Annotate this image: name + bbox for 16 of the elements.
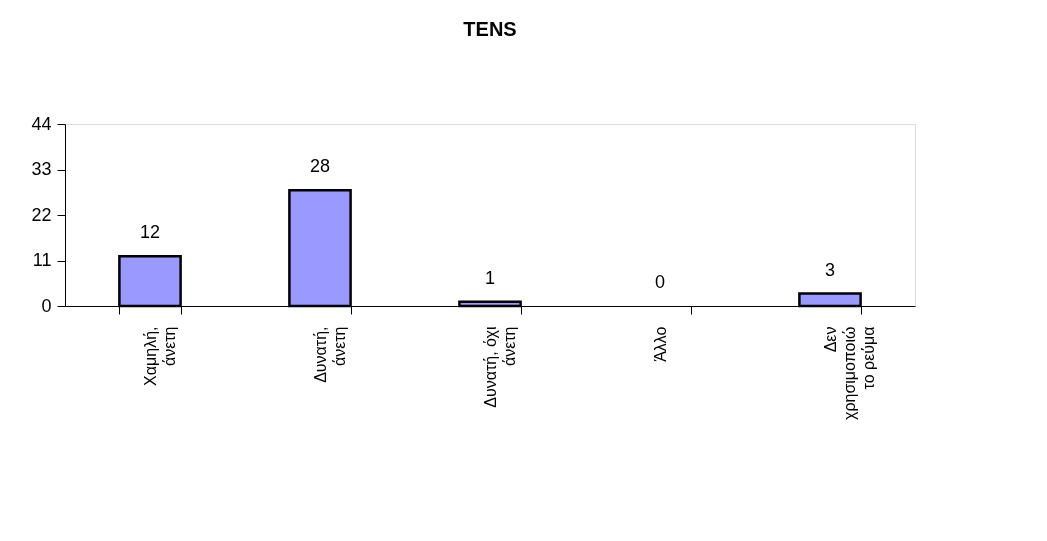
y-tick-label: 0 [41,295,52,316]
x-tick-label: Δεν χρησιμοποιώ το ρεύμα [821,326,877,420]
y-tick-label: 33 [31,159,52,179]
chart-title: TENS [463,18,517,40]
data-label: 1 [484,267,496,288]
x-tick-label: Δυνατή, άνετη [311,326,348,383]
data-label: 0 [654,272,666,292]
data-label: 12 [139,222,161,243]
x-tick-label: Χαμηλή, άνετη [141,326,178,386]
y-tick-label: 11 [32,250,52,270]
y-tick-label: 22 [31,204,52,225]
x-tick-label: Άλλο [651,326,669,362]
y-tick-label: 44 [31,113,52,134]
x-tick-label: Δυνατή, όχι άνετη [481,326,518,408]
data-label: 28 [309,156,331,177]
data-label: 3 [824,259,836,280]
